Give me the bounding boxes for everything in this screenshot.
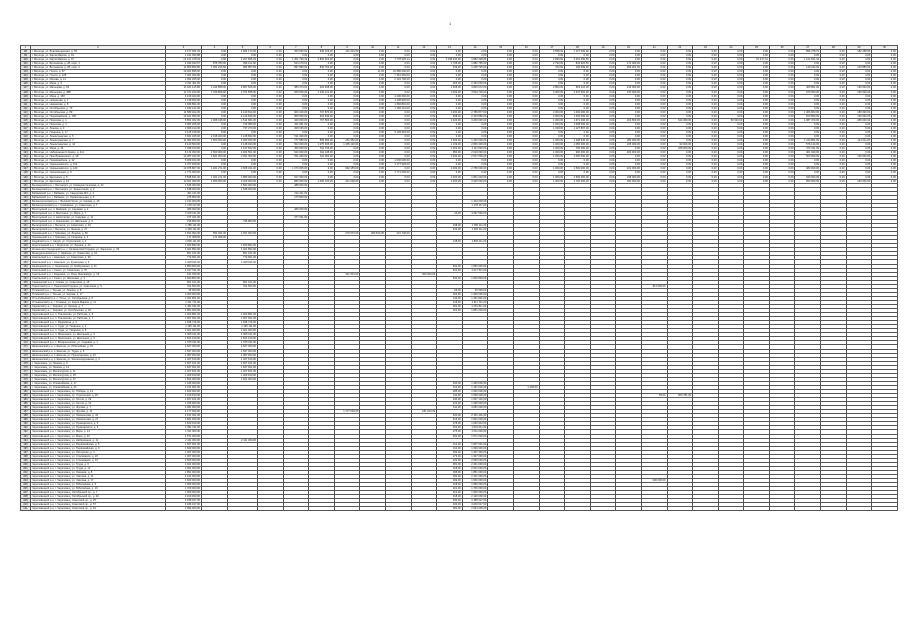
value-cell xyxy=(538,506,566,512)
budget-table: 1 2 3 4 5 6 7 8 9 10 11 12 13 14 15 16 17 18 19 20 21 22 23 24 2… xyxy=(20,44,898,512)
table-row: 105 г. Вологда, ул. Мохова, д. 11 1 391 20… xyxy=(20,77,898,83)
table-row: 114 г. Вологда, ул. Первомайская, д. 109 1… xyxy=(20,113,898,119)
table-row: 155 Сямженский р-н, с. Сямжа, ул. Советск… xyxy=(20,279,898,285)
value-cell xyxy=(640,506,668,512)
value-cell xyxy=(615,506,642,512)
value-cell: 2 994 000,00 xyxy=(461,506,489,512)
table-row: 136 Великоустюгский р-н, г. Красавино, ул… xyxy=(20,202,898,208)
value-cell xyxy=(717,506,745,512)
value-cell xyxy=(564,506,591,512)
table-row: 190 Череповецкий р-н, г. Череповец, ул. Л… xyxy=(20,421,898,427)
row-number: 211 xyxy=(20,506,31,512)
table-row: 124 г. Вологда, ул. Преображенского, д. 1… xyxy=(20,154,898,160)
value-cell xyxy=(487,506,514,512)
value-cell xyxy=(257,506,284,512)
value-cell xyxy=(871,506,898,512)
value-cell xyxy=(820,506,847,512)
table-row: 198 Череповецкий р-н, г. Череповец, ул. С… xyxy=(20,453,898,459)
table-row: 208 Череповецкий р-н, г. Череповец, Октяб… xyxy=(20,494,898,500)
table-row: 156 Тарногский р-н, с. Тарногский Городок… xyxy=(20,283,898,289)
table-row: 209 Череповецкий р-н, г. Череповец, Совет… xyxy=(20,498,898,504)
table-row: 202 Череповецкий р-н, г. Череповец, ул. Х… xyxy=(20,469,898,475)
value-cell xyxy=(201,506,228,512)
table-row: 143 Грязовецкий р-н, г. Грязовец, ул. Лен… xyxy=(20,231,898,237)
table-row: 172 Шекснинский р-н, п. Шексна, ул. Труда… xyxy=(20,348,898,354)
page-number: 1 xyxy=(449,21,452,26)
value-cell: 2 994 000,00 xyxy=(165,506,202,512)
address-cell: Череповецкий р-н, г. Череповец, Советски… xyxy=(30,506,166,512)
value-cell xyxy=(282,506,310,512)
value-cell xyxy=(359,506,386,512)
value-cell xyxy=(743,506,770,512)
table-row: 142 Вытегорский р-н, г. Вытегра, ул. Лени… xyxy=(20,227,898,233)
table-row: 196 Череповецкий р-н, г. Череповец, ул. П… xyxy=(20,445,898,451)
table-row: 145 Кадуйский р-н, п. Кадуй, ул. Строител… xyxy=(20,239,898,245)
table-row: 109 г. Вологда, ул. Мира, д. 16б 4 109 400… xyxy=(20,93,898,99)
value-cell xyxy=(692,506,719,512)
value-cell xyxy=(308,506,335,512)
table-row: 159 Усть-Кубинский р-н, с. Устье, ул. Окт… xyxy=(20,295,898,301)
value-cell xyxy=(845,506,873,512)
value-cell xyxy=(768,506,796,512)
value-cell xyxy=(512,506,540,512)
table-row: 101 г. Вологда, ул. Ветошкина, д. 28, кор… xyxy=(20,61,898,67)
table-row: 187 Череповецкий р-н, г. Череповец, ул. Ж… xyxy=(20,409,898,415)
table-row: 135 Великоустюгский р-н, г. Великий Устюг… xyxy=(20,198,898,204)
table-row: 210 Череповецкий р-н, г. Череповец, Совет… xyxy=(20,502,898,508)
table-row: 162 Харовский р-н, г. Харовск, ул. Октябр… xyxy=(20,308,898,314)
table-row: 193 Череповецкий р-н, г. Череповец, ул. М… xyxy=(20,433,898,439)
value-cell: 381,00 xyxy=(436,506,463,512)
value-cell xyxy=(227,506,258,512)
table-row: 171 Шекснинский р-н, п. Шексна, ул. Юбиле… xyxy=(20,344,898,350)
table-row: 191 Череповецкий р-н, г. Череповец, ул. Л… xyxy=(20,425,898,431)
value-cell xyxy=(589,506,617,512)
table-row: 211 Череповецкий р-н, г. Череповец, Совет… xyxy=(20,506,898,512)
value-cell xyxy=(384,506,412,512)
table-row: 121 г. Вологда, ул. Ленинградская, д. 44 9… xyxy=(20,142,898,148)
value-cell xyxy=(666,506,694,512)
table-row: 184 Череповецкий р-н, г. Череповец, ул. Г… xyxy=(20,397,898,403)
value-cell xyxy=(410,506,438,512)
column-header-row: 1 2 3 4 5 6 7 8 9 10 11 12 13 14 15 16 17 18 19 20 21 22 23 24 2… xyxy=(20,44,898,51)
value-cell xyxy=(794,506,822,512)
value-cell xyxy=(333,506,361,512)
